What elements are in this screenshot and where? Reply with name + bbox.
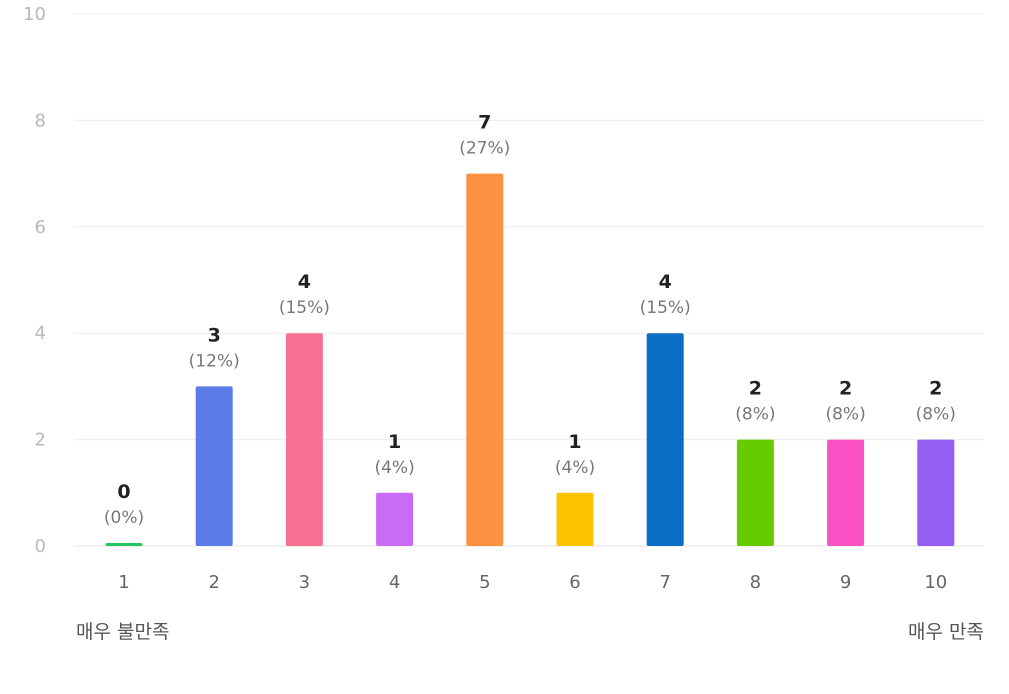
scale-max-label: 매우 만족 [908, 621, 984, 643]
data-labels: 0 (0%) 3 (12%) 4 (15%) 1 (4%) 7 (27%) 1 (4%) 4 (15%) 2… [104, 112, 956, 528]
y-tick-label: 4 [35, 323, 46, 344]
y-tick-label: 8 [35, 110, 46, 131]
bar-percent-label: (4%) [374, 458, 414, 478]
y-tick-label: 10 [23, 4, 46, 25]
bar-value-label: 3 [208, 324, 221, 346]
x-tick-label: 6 [569, 572, 580, 593]
x-tick-label: 2 [208, 572, 219, 593]
bar[interactable] [646, 333, 684, 546]
bar[interactable] [376, 492, 414, 546]
bar-percent-label: (4%) [555, 458, 595, 478]
bar-value-label: 7 [478, 112, 491, 134]
bar[interactable] [917, 439, 955, 546]
bar-percent-label: (0%) [104, 508, 144, 528]
bar-percent-label: (8%) [735, 405, 775, 425]
y-tick-label: 2 [35, 430, 46, 451]
x-tick-label: 10 [924, 572, 947, 593]
bar-percent-label: (15%) [279, 298, 330, 318]
x-tick-label: 9 [840, 572, 851, 593]
scale-min-label: 매우 불만족 [76, 621, 170, 643]
bar-percent-label: (27%) [459, 139, 510, 159]
x-tick-label: 7 [659, 572, 670, 593]
bar-value-label: 4 [298, 271, 311, 293]
bar-percent-label: (15%) [640, 298, 691, 318]
x-tick-label: 4 [389, 572, 400, 593]
bar[interactable] [105, 543, 143, 546]
bar-value-label: 2 [749, 378, 762, 400]
x-tick-label: 1 [118, 572, 129, 593]
y-tick-label: 0 [35, 536, 46, 557]
bars [105, 173, 955, 546]
bar-percent-label: (8%) [825, 405, 865, 425]
x-axis: 1 2 3 4 5 6 7 8 9 10 [118, 572, 947, 593]
bar[interactable] [556, 492, 594, 546]
bar-value-label: 2 [839, 378, 852, 400]
bar-value-label: 4 [659, 271, 672, 293]
bar[interactable] [285, 333, 323, 546]
y-tick-label: 6 [35, 217, 46, 238]
x-tick-label: 8 [750, 572, 761, 593]
bar-percent-label: (12%) [189, 351, 240, 371]
y-axis: 0 2 4 6 8 10 [23, 4, 46, 557]
bar[interactable] [827, 439, 865, 546]
bar-value-label: 2 [929, 378, 942, 400]
bar-percent-label: (8%) [916, 405, 956, 425]
x-tick-label: 3 [299, 572, 310, 593]
bar[interactable] [195, 386, 233, 546]
x-tick-label: 5 [479, 572, 490, 593]
bar[interactable] [466, 173, 504, 546]
bar-value-label: 0 [117, 481, 130, 503]
bar-value-label: 1 [388, 431, 401, 453]
bar[interactable] [736, 439, 774, 546]
bar-value-label: 1 [568, 431, 581, 453]
